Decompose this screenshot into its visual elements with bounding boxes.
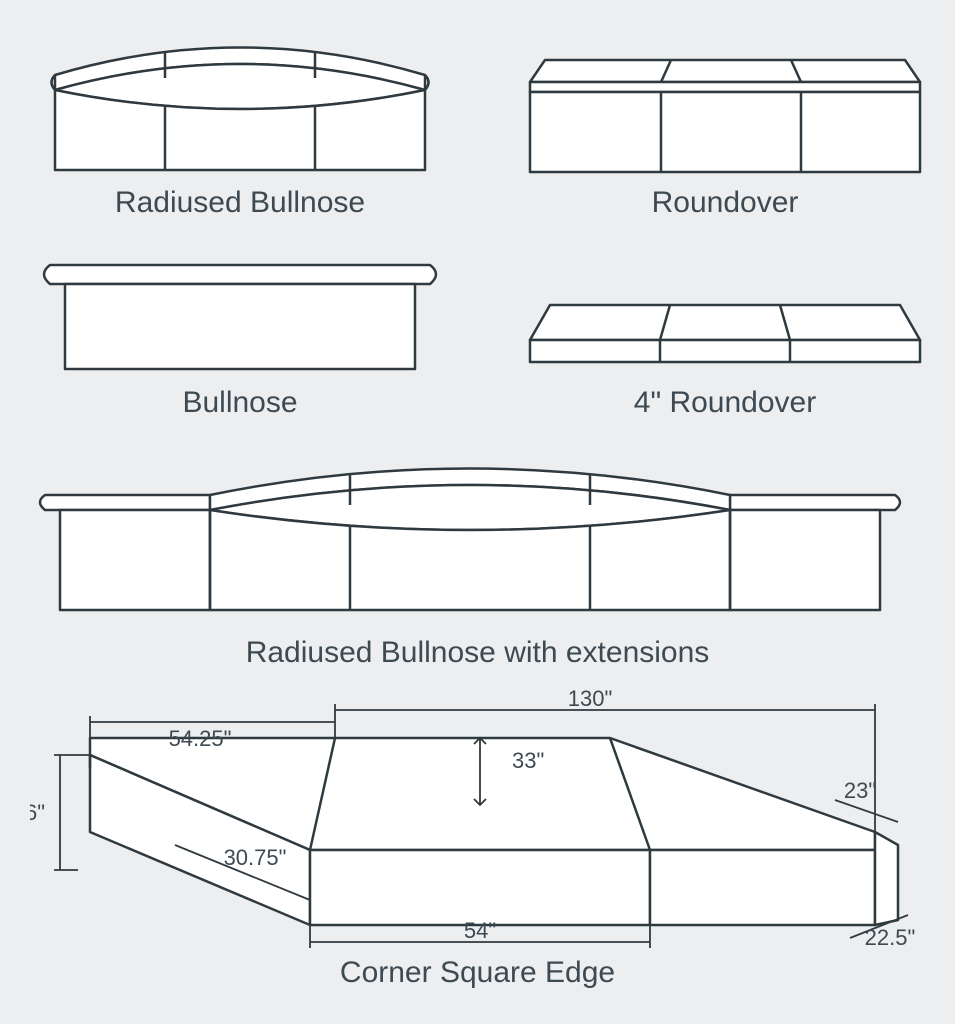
roundover-label: Roundover [652,186,799,220]
dim-left-diag: 54.25" [169,726,232,751]
panel-four-roundover: 4" Roundover [525,290,925,420]
dim-depth: 33" [512,748,544,773]
bullnose-drawing [30,250,450,380]
panel-radiused-bullnose: Radiused Bullnose [30,20,450,220]
radiused-ext-drawing [30,450,910,630]
bullnose-label: Bullnose [182,386,297,420]
panel-radiused-ext: Radiused Bullnose with extensions [30,450,925,670]
radiused-bullnose-label: Radiused Bullnose [115,186,365,220]
dim-height: 16" [30,800,45,825]
dim-front-face: 54" [464,918,496,943]
diagram-page: Radiused Bullnose R [0,0,955,1010]
dim-right-depth: 22.5" [865,925,916,950]
panel-roundover: Roundover [525,40,925,220]
panel-corner-square: 130" 54.25" 33" 16" 30.75" 54" 23" 22.5"… [30,690,925,990]
dim-right-side: 23" [844,778,876,803]
roundover-drawing [525,40,925,180]
four-roundover-drawing [525,290,925,380]
dim-inner-diag: 30.75" [224,845,287,870]
corner-square-label: Corner Square Edge [30,956,925,990]
corner-square-drawing: 130" 54.25" 33" 16" 30.75" 54" 23" 22.5" [30,690,925,950]
dim-total-width: 130" [568,690,613,711]
four-roundover-label: 4" Roundover [634,386,816,420]
panel-bullnose: Bullnose [30,250,450,420]
row-1: Radiused Bullnose R [30,20,925,220]
radiused-bullnose-drawing [30,20,450,180]
row-2: Bullnose 4" Roundover [30,250,925,420]
radiused-ext-label: Radiused Bullnose with extensions [30,636,925,670]
